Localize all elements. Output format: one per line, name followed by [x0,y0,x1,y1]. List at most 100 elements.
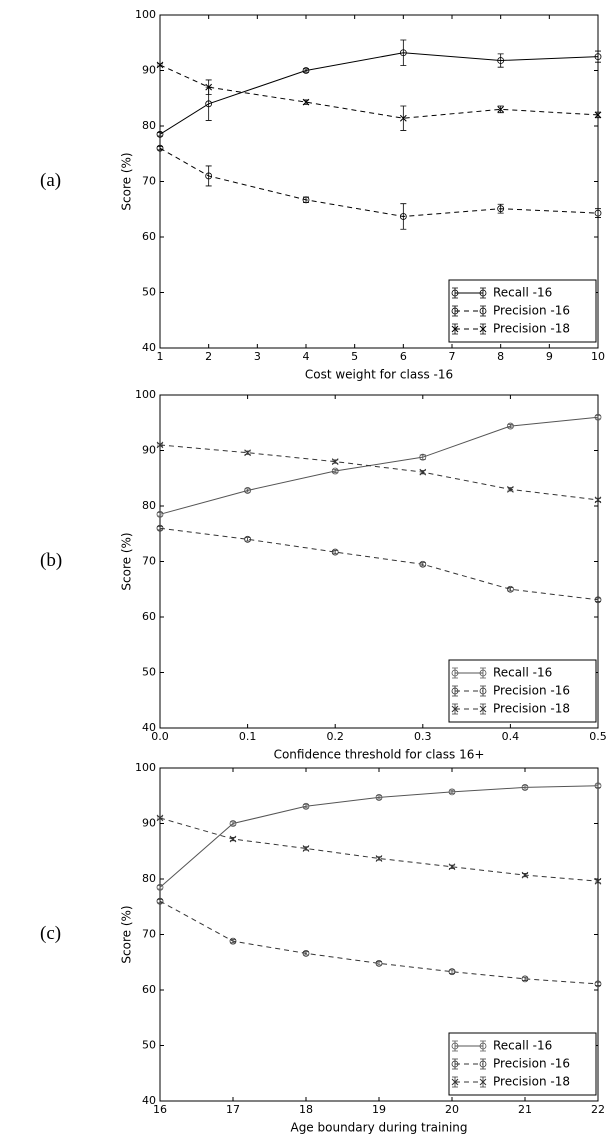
marker [375,855,383,862]
error-bar [157,885,163,890]
y-tick-label: 40 [142,721,156,734]
marker [229,835,237,843]
x-tick-label: 3 [254,350,261,363]
y-tick-label: 40 [142,341,156,354]
marker [375,794,383,801]
y-tick-label: 60 [142,610,156,623]
y-tick-label: 50 [142,286,156,299]
error-bar [449,969,455,974]
error-bar [507,424,514,429]
marker [156,61,164,69]
marker [451,1078,459,1086]
error-bar [595,597,601,602]
marker [521,871,529,879]
y-tick-label: 90 [142,817,156,830]
x-tick-label: 21 [518,1103,532,1116]
marker [594,877,602,885]
marker [302,196,310,204]
marker [156,897,164,905]
marker [302,802,310,810]
x-axis-label: Age boundary during training [290,1121,467,1135]
y-tick-label: 50 [142,666,156,679]
legend-label: Precision -16 [493,304,570,318]
y-tick-label: 50 [142,1039,156,1052]
error-bar [332,550,339,555]
y-tick-label: 90 [142,64,156,77]
x-tick-label: 5 [351,350,358,363]
marker [451,705,459,713]
error-bar [332,468,339,474]
error-bar [419,562,426,567]
series-line [159,900,599,985]
marker [156,524,164,532]
marker [205,83,213,91]
marker [479,669,487,677]
error-bar [157,899,163,904]
error-bar [303,68,309,73]
marker [156,441,164,449]
marker [479,1078,487,1086]
error-bar [157,132,163,137]
x-tick-label: 16 [153,1103,167,1116]
x-tick-label: 0.0 [151,730,169,743]
error-bar [522,785,528,790]
marker [205,100,213,108]
error-bar [400,203,407,230]
marker [497,205,505,213]
marker [229,937,237,945]
error-bar [595,783,601,788]
marker [419,468,427,476]
marker [244,487,252,494]
marker [448,788,456,796]
error-bar [303,951,309,956]
x-tick-label: 0.1 [239,730,257,743]
error-bar [595,981,601,986]
y-tick-label: 70 [142,175,156,188]
y-tick-label: 70 [142,928,156,941]
marker [451,289,459,297]
marker [479,307,487,315]
x-tick-label: 0.5 [589,730,606,743]
marker [205,172,213,180]
error-bar [244,537,251,542]
legend-label: Precision -16 [493,684,570,698]
marker [479,289,487,297]
marker [451,1042,459,1050]
marker [451,307,459,315]
y-tick-label: 100 [135,388,156,401]
marker [479,325,487,333]
marker [156,883,164,891]
error-bar [449,789,455,794]
marker [156,510,164,518]
y-tick-label: 80 [142,119,156,132]
error-bar [244,488,251,493]
y-axis-label: Score (%) [120,152,134,210]
error-bar [595,50,601,63]
marker [331,458,339,465]
marker [419,560,427,568]
marker [244,535,252,543]
error-bar [400,39,407,66]
y-tick-label: 70 [142,555,156,568]
y-tick-label: 60 [142,230,156,243]
marker [302,949,310,957]
y-tick-label: 100 [135,8,156,21]
series-line [159,817,599,882]
x-axis-label: Confidence threshold for class 16+ [274,748,485,762]
legend-label: Recall -16 [493,286,552,300]
y-tick-label: 40 [142,1094,156,1107]
error-bar [230,939,236,944]
legend-label: Recall -16 [493,666,552,680]
marker [399,49,407,57]
series-line [159,527,599,601]
x-tick-label: 2 [205,350,212,363]
marker [521,975,529,983]
marker [507,485,514,493]
marker [156,144,164,152]
x-axis-label: Cost weight for class -16 [305,368,453,382]
y-tick-label: 100 [135,761,156,774]
marker [156,814,164,822]
marker [594,53,602,61]
marker [448,863,456,871]
x-tick-label: 9 [546,350,553,363]
